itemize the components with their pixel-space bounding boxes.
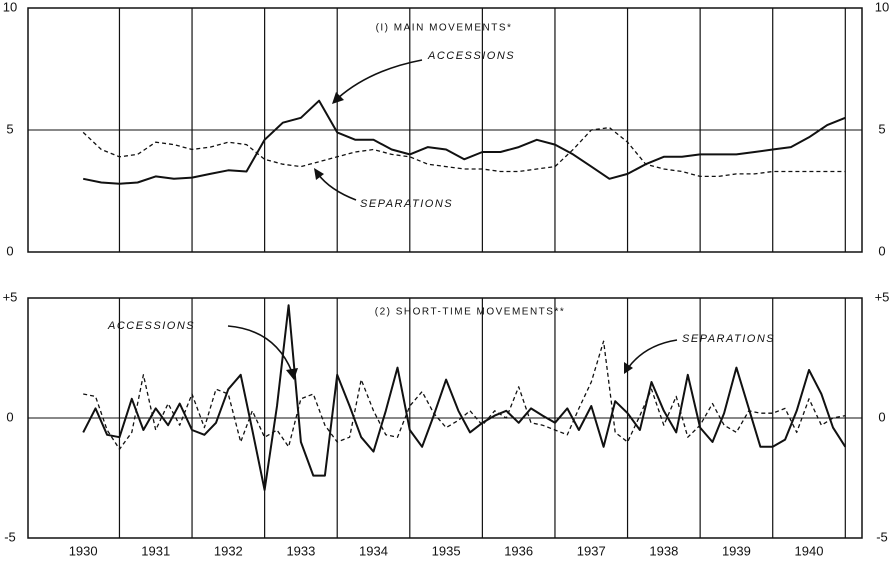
x-tick-label: 1936 bbox=[504, 543, 533, 558]
arrow-head bbox=[286, 368, 298, 380]
x-tick-label: 1935 bbox=[432, 543, 461, 558]
y-tick-label-right: 0 bbox=[878, 243, 885, 258]
arrow-head bbox=[332, 92, 344, 104]
x-tick-label: 1930 bbox=[69, 543, 98, 558]
y-tick-label: 5 bbox=[6, 121, 13, 136]
y-tick-label-right: -5 bbox=[876, 529, 888, 544]
y-tick-label: 0 bbox=[6, 243, 13, 258]
annotation: ACCESSIONS bbox=[427, 50, 515, 62]
y-tick-label-right: 5 bbox=[878, 121, 885, 136]
series-line bbox=[82, 126, 846, 178]
annotation: SEPARATIONS bbox=[682, 333, 775, 345]
x-tick-label: 1938 bbox=[649, 543, 678, 558]
x-tick-label: 1940 bbox=[795, 543, 824, 558]
arrow bbox=[227, 325, 293, 373]
x-tick-label: 1933 bbox=[286, 543, 315, 558]
y-tick-label-right: 0 bbox=[878, 409, 885, 424]
arrow bbox=[627, 339, 678, 369]
series-line bbox=[82, 304, 847, 491]
y-tick-label: -5 bbox=[4, 529, 16, 544]
series-line bbox=[83, 340, 846, 450]
arrow-head bbox=[624, 362, 633, 374]
y-tick-label: 0 bbox=[6, 409, 13, 424]
arrow-head bbox=[314, 168, 324, 180]
x-tick-label: 1931 bbox=[141, 543, 170, 558]
series-line bbox=[82, 99, 846, 185]
y-tick-label: +5 bbox=[3, 289, 18, 304]
x-tick-label: 1937 bbox=[577, 543, 606, 558]
y-tick-label-right: 10 bbox=[875, 0, 889, 14]
annotation: ACCESSIONS bbox=[107, 320, 195, 332]
annotation: (2) SHORT-TIME MOVEMENTS** bbox=[375, 307, 566, 318]
x-tick-label: 1939 bbox=[722, 543, 751, 558]
x-tick-label: 1932 bbox=[214, 543, 243, 558]
annotation: SEPARATIONS bbox=[360, 198, 453, 210]
y-tick-label: 10 bbox=[3, 0, 17, 14]
arrow-heads bbox=[286, 92, 633, 380]
arrow bbox=[337, 59, 423, 99]
annotation: (I) MAIN MOVEMENTS* bbox=[376, 23, 513, 34]
annotation-arrows bbox=[227, 59, 678, 373]
y-tick-label-right: +5 bbox=[875, 289, 890, 304]
x-tick-label: 1934 bbox=[359, 543, 388, 558]
